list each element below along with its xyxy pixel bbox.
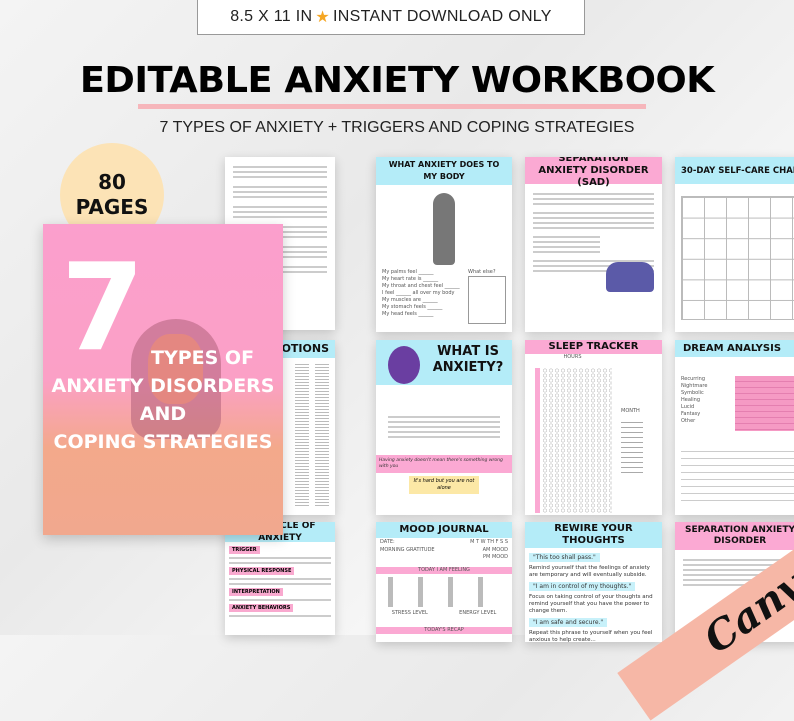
challenge-grid bbox=[681, 196, 794, 320]
cover-line: AND bbox=[139, 403, 187, 425]
prompt: My stomach feels ______ bbox=[382, 304, 443, 310]
sad-title: SEPARATION ANXIETY DISORDER (SAD) bbox=[525, 157, 662, 188]
page-separation-anxiety: SEPARATION ANXIETY DISORDER (SAD) bbox=[525, 157, 662, 332]
main-title: EDITABLE ANXIETY WORKBOOK bbox=[79, 60, 715, 101]
what-else-label: What else? bbox=[468, 269, 496, 275]
woman-reading-illustration bbox=[388, 346, 420, 384]
dream-type: Other bbox=[681, 418, 696, 424]
cover-line: ANXIETY DISORDERS bbox=[51, 375, 275, 397]
quote-note: It's hard but you are not alone bbox=[409, 476, 479, 494]
page-rewire-thoughts: REWIRE YOUR THOUGHTS "This too shall pas… bbox=[525, 522, 662, 642]
cycle-section: INTERPRETATION bbox=[229, 588, 283, 596]
energy-label: ENERGY LEVEL bbox=[459, 610, 497, 616]
page-cycle-of-anxiety: THE CYCLE OF ANXIETY TRIGGER PHYSICAL RE… bbox=[225, 522, 335, 635]
hours-label: HOURS bbox=[563, 354, 582, 360]
mood-title: MOOD JOURNAL bbox=[376, 522, 512, 538]
days-label: M T W TH F S S bbox=[470, 539, 508, 545]
cycle-section: PHYSICAL RESPONSE bbox=[229, 567, 295, 575]
page-mood-journal: MOOD JOURNAL DATE: M T W TH F S S MORNING… bbox=[376, 522, 512, 642]
prompt: I feel ______ all over my body bbox=[382, 290, 455, 296]
pm-mood-label: PM MOOD bbox=[483, 554, 508, 560]
dream-type: Nightmare bbox=[681, 383, 708, 389]
quote-banner: Having anxiety doesn't mean there's some… bbox=[376, 455, 512, 473]
prompt: My palms feel ______ bbox=[382, 269, 434, 275]
dream-type: Symbolic bbox=[681, 390, 704, 396]
rewire-title: REWIRE YOUR THOUGHTS bbox=[525, 522, 662, 548]
am-mood-label: AM MOOD bbox=[482, 547, 508, 553]
cover-number: 7 bbox=[61, 254, 145, 364]
page-count: 80 bbox=[98, 170, 126, 194]
affirmation-text: Remind yourself that the feelings of anx… bbox=[529, 565, 650, 578]
sad2-title: SEPARATION ANXIETY DISORDER bbox=[675, 522, 794, 550]
what-is-title: WHAT IS ANXIETY? bbox=[432, 344, 504, 375]
format-banner: 8.5 X 11 IN ★ INSTANT DOWNLOAD ONLY bbox=[197, 0, 585, 35]
cover-line: COPING STRATEGIES bbox=[53, 431, 273, 453]
subtitle: 7 TYPES OF ANXIETY + TRIGGERS AND COPING… bbox=[159, 119, 635, 136]
recap-banner: TODAY'S RECAP bbox=[376, 627, 512, 634]
prompt: My muscles are ______ bbox=[382, 297, 438, 303]
dream-type: Fantasy bbox=[681, 411, 701, 417]
dream-type: Lucid bbox=[681, 404, 695, 410]
affirmation: "This too shall pass." bbox=[529, 553, 600, 562]
selfcare-title: 30-DAY SELF-CARE CHALLENGE bbox=[675, 157, 794, 184]
star-icon: ★ bbox=[315, 8, 331, 26]
stress-label: STRESS LEVEL bbox=[391, 610, 428, 616]
gratitude-label: MORNING GRATITUDE bbox=[380, 547, 435, 553]
page-sleep-tracker: SLEEP TRACKER HOURS MONTH bbox=[525, 340, 662, 515]
prompt: My heart rate is ______ bbox=[382, 276, 439, 282]
workbook-cover: 7 TYPES OF ANXIETY DISORDERS AND COPING … bbox=[43, 224, 283, 535]
sleep-grid bbox=[542, 368, 612, 513]
cycle-section: TRIGGER bbox=[229, 546, 260, 554]
prompt: My head feels ______ bbox=[382, 311, 434, 317]
download-label: INSTANT DOWNLOAD ONLY bbox=[333, 7, 552, 25]
title-underline bbox=[138, 104, 646, 109]
feeling-banner: TODAY I AM FEELING bbox=[376, 567, 512, 574]
affirmation: "I am in control of my thoughts." bbox=[529, 582, 636, 591]
dream-type: Healing bbox=[681, 397, 701, 403]
body-prompts: My palms feel ______ My heart rate is ___… bbox=[382, 269, 468, 324]
page-what-is-anxiety: WHAT IS ANXIETY? Having anxiety doesn't … bbox=[376, 340, 512, 515]
page-self-care-challenge: 30-DAY SELF-CARE CHALLENGE bbox=[675, 157, 794, 332]
children-illustration bbox=[606, 262, 654, 292]
body-title: WHAT ANXIETY DOES TO MY BODY bbox=[376, 157, 512, 185]
body-silhouette-icon bbox=[433, 193, 455, 265]
month-label: MONTH bbox=[621, 408, 640, 414]
page-dream-analysis: DREAM ANALYSIS Recurring Nightmare Symboli… bbox=[675, 340, 794, 515]
affirmation-text: Repeat this phrase to yourself when you … bbox=[529, 630, 653, 642]
affirmation-text: Focus on taking control of your thoughts… bbox=[529, 594, 653, 614]
size-label: 8.5 X 11 IN bbox=[230, 7, 313, 25]
face-illustration bbox=[148, 334, 203, 404]
cover-title: TYPES OF ANXIETY DISORDERS AND COPING ST… bbox=[43, 344, 283, 456]
date-label: DATE: bbox=[380, 539, 395, 545]
dream-title: DREAM ANALYSIS bbox=[675, 340, 794, 357]
cycle-section: ANXIETY BEHAVIORS bbox=[229, 604, 294, 612]
dream-type: Recurring bbox=[681, 376, 705, 382]
cover-line: TYPES OF bbox=[151, 347, 255, 369]
sleep-title: SLEEP TRACKER bbox=[525, 340, 662, 354]
page-body: WHAT ANXIETY DOES TO MY BODY My palms fe… bbox=[376, 157, 512, 332]
prompt: My throat and chest feel ______ bbox=[382, 283, 460, 289]
page-count-unit: PAGES bbox=[75, 195, 149, 219]
affirmation: "I am safe and secure." bbox=[529, 618, 608, 627]
